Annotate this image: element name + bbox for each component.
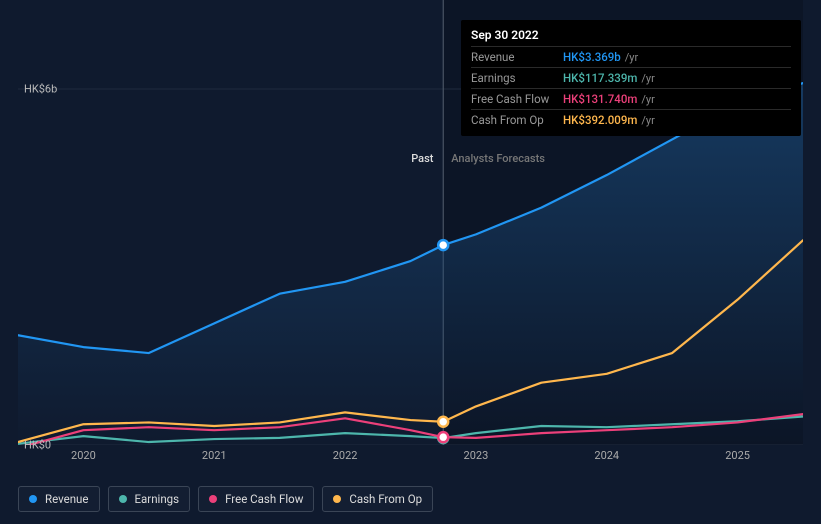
tooltip-row-unit: /yr — [641, 72, 654, 85]
y-axis-tick-label: HK$6b — [24, 83, 57, 96]
tooltip-row-value: HK$131.740m — [563, 92, 637, 106]
tooltip-row: Free Cash FlowHK$131.740m/yr — [471, 88, 791, 109]
legend-label: Cash From Op — [349, 492, 422, 506]
past-region-label: Past — [411, 152, 433, 165]
legend-item-cfo[interactable]: Cash From Op — [322, 486, 433, 512]
x-axis-tick-label: 2022 — [333, 449, 358, 462]
x-axis-tick-label: 2021 — [202, 449, 227, 462]
tooltip-row-label: Revenue — [471, 50, 563, 64]
tooltip-row: EarningsHK$117.339m/yr — [471, 67, 791, 88]
legend-dot-icon — [29, 495, 37, 503]
legend-item-earnings[interactable]: Earnings — [108, 486, 191, 512]
x-axis-tick-label: 2020 — [71, 449, 96, 462]
tooltip-row-value: HK$117.339m — [563, 71, 637, 85]
forecast-region-label: Analysts Forecasts — [451, 152, 545, 165]
legend-label: Earnings — [135, 492, 180, 506]
legend-dot-icon — [209, 495, 217, 503]
tooltip-row-label: Free Cash Flow — [471, 92, 563, 106]
chart-legend: Revenue Earnings Free Cash Flow Cash From O… — [18, 486, 433, 512]
legend-item-fcf[interactable]: Free Cash Flow — [198, 486, 314, 512]
x-axis-tick-label: 2023 — [464, 449, 489, 462]
hover-tooltip: Sep 30 2022 RevenueHK$3.369b/yrEarningsH… — [461, 20, 801, 136]
tooltip-row-value: HK$3.369b — [563, 50, 621, 64]
tooltip-row: RevenueHK$3.369b/yr — [471, 46, 791, 67]
tooltip-row-value: HK$392.009m — [563, 113, 637, 127]
x-axis-labels: 2020 2021 2022 2023 2024 2025 — [18, 449, 803, 469]
legend-dot-icon — [333, 495, 341, 503]
legend-label: Free Cash Flow — [225, 492, 303, 506]
tooltip-row-unit: /yr — [641, 114, 654, 127]
tooltip-row-label: Cash From Op — [471, 113, 563, 127]
tooltip-row-label: Earnings — [471, 71, 563, 85]
tooltip-row: Cash From OpHK$392.009m/yr — [471, 109, 791, 130]
legend-label: Revenue — [45, 492, 89, 506]
tooltip-row-unit: /yr — [625, 51, 638, 64]
x-axis-tick-label: 2024 — [594, 449, 619, 462]
legend-dot-icon — [119, 495, 127, 503]
tooltip-row-unit: /yr — [641, 93, 654, 106]
legend-item-revenue[interactable]: Revenue — [18, 486, 100, 512]
x-axis-tick-label: 2025 — [725, 449, 750, 462]
tooltip-date: Sep 30 2022 — [471, 28, 791, 46]
